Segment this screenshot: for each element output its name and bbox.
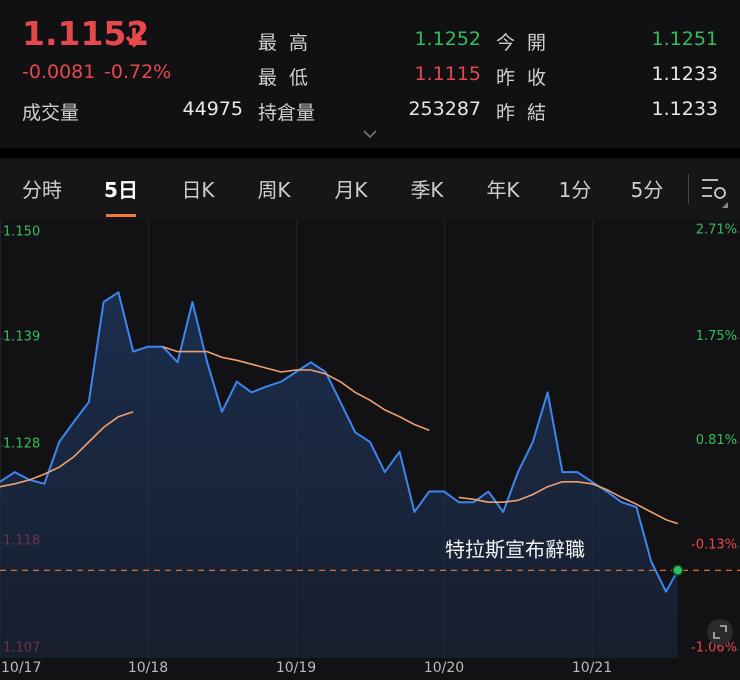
y2-tick-label: -0.13%: [691, 537, 737, 552]
y-tick-label: 1.139: [3, 329, 40, 344]
price-change: -0.0081: [22, 61, 96, 83]
stat-value: 44975: [182, 98, 243, 120]
stat-label: 昨結: [496, 102, 559, 124]
tab[interactable]: 季K: [410, 178, 444, 202]
x-tick-label: 10/17: [1, 660, 41, 676]
stat-value: 1.1233: [651, 63, 718, 85]
chart-settings-icon[interactable]: [700, 176, 730, 210]
stat-value: 1.1115: [414, 63, 481, 85]
stat-label: 昨收: [496, 67, 559, 89]
expand-chevron[interactable]: [362, 128, 378, 140]
stat-value: 253287: [408, 98, 481, 120]
separator: [0, 148, 740, 158]
average-line: [0, 345, 679, 525]
tab[interactable]: 年K: [486, 178, 520, 202]
stat-label: 今開: [496, 32, 559, 54]
fullscreen-button[interactable]: [707, 619, 733, 645]
tab[interactable]: 月K: [334, 178, 368, 202]
last-price: 1.1152: [22, 14, 150, 53]
y2-tick-label: 1.75%: [696, 329, 737, 344]
price-line: [0, 291, 679, 593]
price-area: [0, 292, 678, 658]
stat-label: 成交量: [22, 102, 80, 124]
tab[interactable]: 日K: [181, 178, 215, 202]
tab[interactable]: 5分: [630, 178, 664, 202]
tab[interactable]: 周K: [257, 178, 291, 202]
x-tick-label: 10/18: [128, 660, 168, 676]
x-tick-label: 10/20: [424, 660, 464, 676]
stat-value: 1.1252: [414, 28, 481, 50]
tab-bar: [0, 158, 740, 220]
y-tick-label: 1.150: [3, 225, 40, 240]
chart: 10/17 10/18 10/19 10/20 10/21 1.150 1.139 1.128…: [0, 220, 740, 680]
y2-tick-label: -1.06%: [691, 641, 737, 656]
x-tick-label: 10/19: [276, 660, 316, 676]
price-change-percent: -0.72%: [104, 61, 172, 83]
y2-tick-label: 0.81%: [696, 433, 737, 448]
stat-value: 1.1251: [651, 28, 718, 50]
y-tick-label: 1.128: [3, 436, 40, 451]
tab[interactable]: 分時: [22, 178, 62, 202]
x-tick-label: 10/21: [572, 660, 612, 676]
current-price-dot: [672, 564, 684, 577]
stat-label: 持倉量: [258, 102, 316, 124]
tab-divider: [688, 174, 689, 204]
tab-underline: [106, 214, 136, 217]
tab-active[interactable]: 5日: [104, 178, 138, 202]
annotation: 特拉斯宣布辭職: [445, 538, 585, 562]
down-arrow-icon: [125, 28, 143, 48]
quote-header: [0, 0, 740, 148]
tab[interactable]: 1分: [558, 178, 592, 202]
y2-tick-label: 2.71%: [696, 223, 737, 238]
stat-label: 最高: [258, 32, 321, 54]
stat-value: 1.1233: [651, 98, 718, 120]
stat-label: 最低: [258, 67, 321, 89]
